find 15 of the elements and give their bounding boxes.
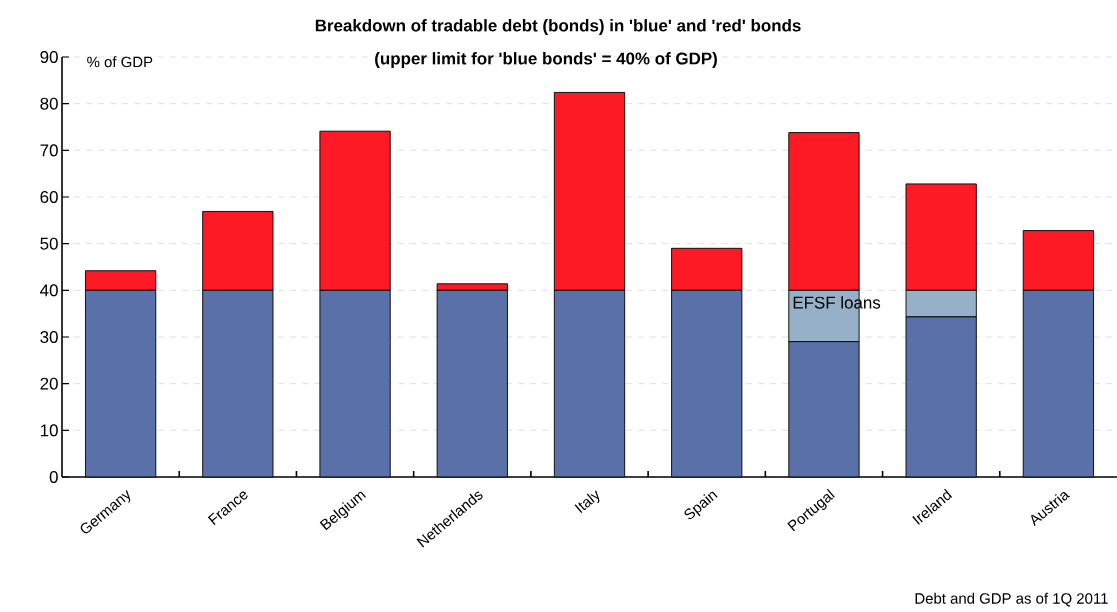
y-axis-title: % of GDP <box>87 56 153 68</box>
y-tick-label: 80 <box>40 97 58 110</box>
y-tick-label: 30 <box>40 330 58 343</box>
y-tick-label: 60 <box>40 190 58 203</box>
y-tick-label: 20 <box>40 377 58 390</box>
chart-subtitle: (upper limit for 'blue bonds' = 40% of GDP) <box>375 52 717 68</box>
y-tick-label: 0 <box>49 470 58 483</box>
y-tick-label: 50 <box>40 237 58 250</box>
x-tick-label: Italy <box>574 490 600 514</box>
text: Debt and GDP as of 1Q 2011 <box>915 592 1108 607</box>
y-tick-label: 70 <box>40 144 58 157</box>
y-tick-label: 90 <box>40 50 58 63</box>
y-tick-label: 40 <box>40 284 58 297</box>
chart-title: Breakdown of tradable debt (bonds) in 'blue' and 'red' bonds <box>315 19 801 35</box>
y-tick-label: 10 <box>40 424 58 437</box>
